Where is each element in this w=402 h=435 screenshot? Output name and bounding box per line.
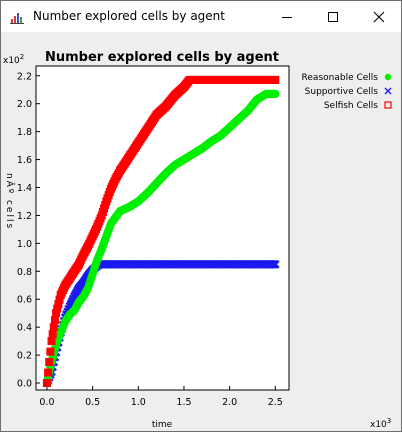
legend-label: Supportive Cells (305, 87, 379, 97)
series-layer (42, 75, 280, 388)
maximize-icon (328, 12, 338, 22)
y-axis-label: nÂº cells (4, 173, 16, 230)
data-point (47, 337, 56, 346)
legend-item: Selfish Cells (324, 101, 392, 111)
minimize-button[interactable] (264, 1, 310, 32)
y-tick-label: 0.4 (17, 323, 32, 334)
series-selfish-cells (42, 75, 280, 388)
x-exponent-base: x10 (370, 420, 387, 430)
y-tick-label: 1.4 (17, 183, 32, 194)
data-point (52, 309, 61, 318)
data-point (271, 89, 280, 99)
data-point (55, 295, 64, 304)
y-tick-label: 1.2 (17, 211, 32, 222)
chart-area: Number explored cells by agent x102 x103… (1, 32, 401, 431)
x-tick-label: 2.0 (222, 397, 237, 408)
x-tick-label: 0.5 (85, 397, 100, 408)
data-point (49, 323, 58, 332)
window-title: Number explored cells by agent (33, 9, 225, 23)
legend-item: Reasonable Cells (302, 73, 392, 83)
java-app-icon (10, 13, 24, 24)
legend-marker (384, 101, 392, 109)
y-tick-label: 0.8 (17, 267, 32, 278)
x-tick-label: 1.5 (176, 397, 191, 408)
y-tick-label: 1.0 (17, 239, 32, 250)
chart: Number explored cells by agent x102 x103… (3, 50, 392, 430)
legend-marker (384, 87, 392, 95)
legend: Reasonable Cells Supportive Cells Selfish … (302, 73, 392, 111)
title-bar[interactable]: Number explored cells by agent (1, 1, 401, 32)
axis-ticks: 0.0 0.2 0.4 0.6 0.8 1.0 1.2 1.4 1.6 1.8 2.0 2.2 0.0 0… (17, 71, 283, 408)
y-tick-label: 0.0 (17, 379, 32, 390)
y-tick-label: 1.8 (17, 127, 32, 138)
y-tick-label: 2.0 (17, 99, 32, 110)
x-exponent-label: x103 (370, 417, 391, 430)
x-tick-label: 1.0 (131, 397, 146, 408)
x-exponent-power: 3 (387, 417, 391, 425)
close-button[interactable] (356, 1, 402, 32)
legend-marker (384, 73, 392, 81)
data-point (46, 347, 55, 356)
chart-title: Number explored cells by agent (45, 50, 279, 65)
y-tick-label: 0.6 (17, 295, 32, 306)
legend-item: Supportive Cells (305, 87, 392, 97)
data-point (270, 259, 280, 269)
data-point (48, 330, 57, 339)
data-point (54, 300, 63, 309)
data-point (42, 379, 51, 388)
y-tick-label: 1.6 (17, 155, 32, 166)
y-tick-label: 0.2 (17, 351, 32, 362)
y-tick-label: 2.2 (17, 71, 32, 82)
data-point (53, 304, 62, 313)
maximize-button[interactable] (310, 1, 356, 32)
x-tick-label: 2.5 (268, 397, 283, 408)
close-icon (373, 11, 385, 23)
y-exponent-base: x10 (3, 56, 20, 66)
legend-label: Selfish Cells (324, 101, 378, 111)
data-point (44, 368, 53, 377)
plot-area (35, 65, 290, 391)
y-exponent-power: 2 (20, 53, 24, 61)
x-tick-label: 0.0 (39, 397, 54, 408)
x-axis-label: time (152, 420, 173, 430)
data-point (50, 316, 59, 325)
y-exponent-label: x102 (3, 53, 24, 66)
legend-label: Reasonable Cells (302, 73, 379, 83)
data-point (45, 358, 54, 367)
data-point (271, 75, 280, 84)
minimize-icon (282, 17, 292, 18)
